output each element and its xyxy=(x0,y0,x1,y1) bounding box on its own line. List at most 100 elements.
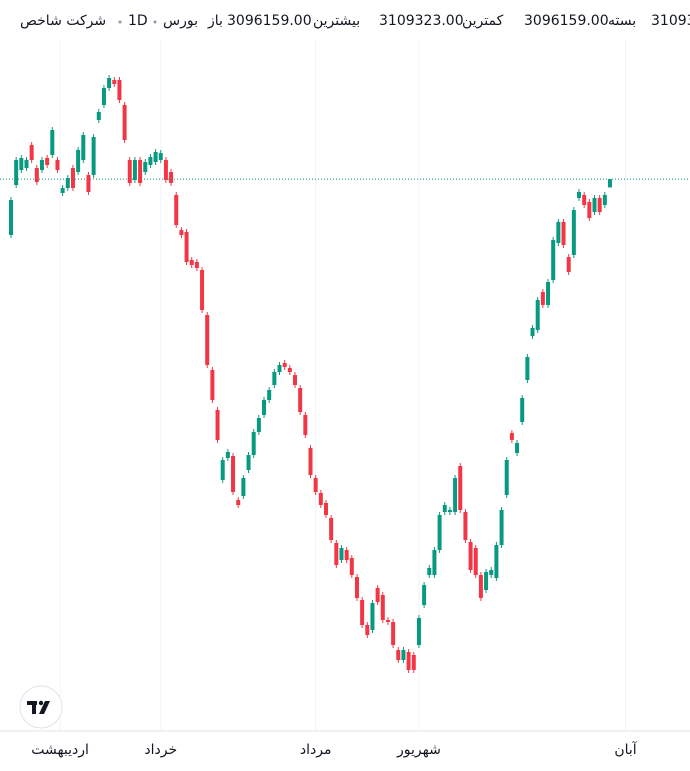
candle-body xyxy=(96,112,101,120)
candle-body xyxy=(215,410,220,440)
header: شرکت شاخص 1D بورس xyxy=(20,13,198,29)
candle-body xyxy=(91,137,96,175)
candle-body xyxy=(577,192,582,198)
candle-body xyxy=(70,168,75,188)
candle-body xyxy=(494,545,499,578)
candle-body xyxy=(551,240,556,280)
candle-body xyxy=(298,388,303,412)
candle-body xyxy=(401,650,406,660)
candle-body xyxy=(86,175,91,192)
x-tick-label: خرداد xyxy=(144,742,177,758)
candle-body xyxy=(313,478,318,492)
candle-body xyxy=(478,575,483,598)
candle-body xyxy=(339,548,344,560)
candle-body xyxy=(323,503,328,515)
candle-body xyxy=(406,652,411,670)
candle-body xyxy=(256,418,261,432)
candle-body xyxy=(385,620,390,622)
candle-body xyxy=(499,510,504,545)
symbol: شرکت شاخص xyxy=(20,13,106,29)
candle-body xyxy=(473,548,478,575)
candle-body xyxy=(282,363,287,367)
ohlc-value: 3096159.00 xyxy=(227,13,312,29)
candle-body xyxy=(24,160,29,168)
candle-body xyxy=(272,372,277,385)
separator xyxy=(118,20,122,24)
candle-body xyxy=(107,78,112,88)
candle-body xyxy=(344,550,349,560)
ohlc-value: 3096159.00 xyxy=(524,13,609,29)
candle-body xyxy=(45,158,50,165)
candle-body xyxy=(427,568,432,575)
candle-body xyxy=(163,160,168,180)
candle-body xyxy=(391,622,396,645)
candle-body xyxy=(587,202,592,218)
x-tick-label: مرداد xyxy=(300,742,332,758)
candle-body xyxy=(55,160,60,170)
candle-body xyxy=(303,415,308,435)
candle-body xyxy=(210,370,215,400)
ohlc-value: 3109323.00 xyxy=(379,13,464,29)
x-tick-label: شهریور xyxy=(396,742,441,758)
candle-body xyxy=(561,222,566,245)
candle-body xyxy=(432,550,437,575)
x-tick-label: آبان xyxy=(614,741,637,758)
candle-body xyxy=(50,130,55,155)
candle-body xyxy=(520,398,525,422)
candle-body xyxy=(334,543,339,565)
x-tick-label: اردیبهشت xyxy=(31,742,89,758)
candle-body xyxy=(205,315,210,365)
candle-body xyxy=(277,365,282,372)
candle-body xyxy=(132,160,137,180)
candle-body xyxy=(422,585,427,605)
candle-body xyxy=(597,198,602,212)
candle-body xyxy=(287,368,292,372)
candle-body xyxy=(556,222,561,243)
candle-body xyxy=(9,200,13,235)
candle-body xyxy=(530,328,535,336)
ohlc-label: بسته xyxy=(608,13,636,29)
ohlc-value: 3109323.00 xyxy=(651,13,690,29)
candle-body xyxy=(370,603,375,630)
candle-body xyxy=(463,512,468,540)
candle-body xyxy=(453,478,458,512)
logo-part xyxy=(32,701,36,714)
candle-body xyxy=(535,300,540,330)
candle-body xyxy=(329,518,334,540)
logo-part xyxy=(38,700,44,706)
candle-body xyxy=(416,618,421,645)
candle-body xyxy=(153,152,158,162)
candle-body xyxy=(14,160,19,185)
logo xyxy=(27,700,50,714)
candle-body xyxy=(262,400,267,415)
candle-body xyxy=(354,577,359,598)
candle-body xyxy=(112,80,117,84)
candle-body xyxy=(29,145,34,160)
candle-body xyxy=(267,390,272,400)
exchange: بورس xyxy=(163,13,198,29)
candle-body xyxy=(174,195,179,225)
candle-body xyxy=(540,292,545,305)
candle-body xyxy=(602,195,607,205)
candle-body xyxy=(571,210,576,255)
candle-body xyxy=(81,135,86,160)
candle-body xyxy=(39,160,44,170)
candle-body xyxy=(447,510,452,512)
candle-body xyxy=(411,655,416,670)
candle-body xyxy=(65,178,70,188)
candle-body xyxy=(179,230,184,235)
candle-body xyxy=(509,433,514,440)
candle-body xyxy=(117,80,122,100)
candle-body xyxy=(127,160,132,183)
candle-body xyxy=(236,500,241,505)
candle-body xyxy=(194,262,199,268)
candle-body xyxy=(148,157,153,165)
candle-body xyxy=(365,625,370,635)
interval: 1D xyxy=(128,13,148,29)
candle-body xyxy=(318,493,323,505)
candle-body xyxy=(220,460,225,480)
logo-badge[interactable] xyxy=(19,685,63,729)
candle-body xyxy=(546,282,551,305)
candle-body xyxy=(19,158,24,170)
